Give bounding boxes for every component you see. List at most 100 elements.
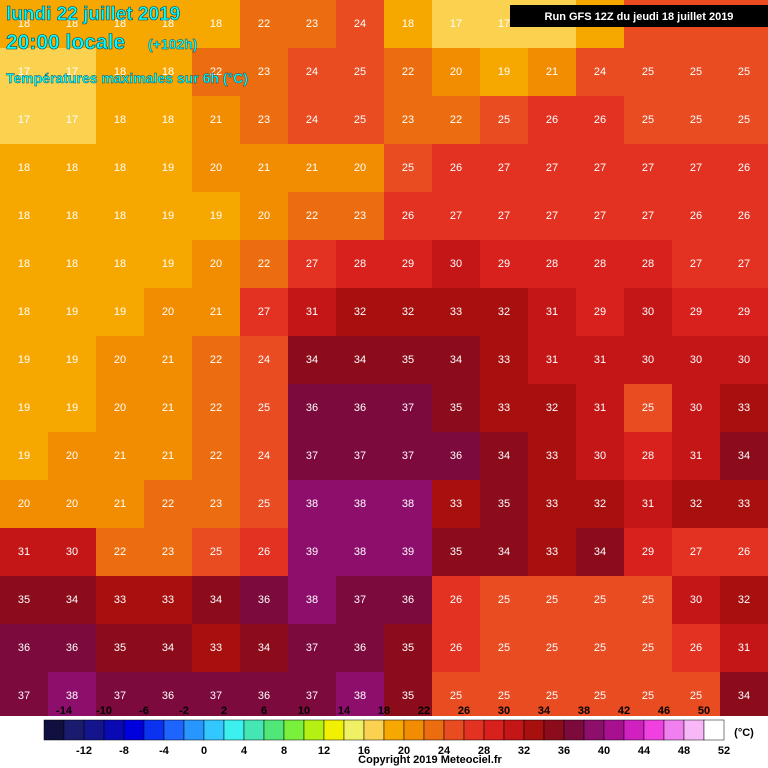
- temp-value: 34: [738, 690, 750, 702]
- temp-value: 25: [498, 114, 510, 126]
- temp-value: 19: [162, 162, 174, 174]
- temp-value: 19: [210, 210, 222, 222]
- temp-cell: [240, 480, 288, 528]
- temp-cell: [672, 384, 720, 432]
- legend-label: -14: [56, 705, 73, 717]
- temp-cell: [96, 96, 144, 144]
- temp-value: 29: [738, 306, 750, 318]
- temp-value: 18: [18, 162, 30, 174]
- temp-value: 34: [258, 642, 270, 654]
- temp-cell: [240, 0, 288, 48]
- temp-value: 19: [66, 306, 78, 318]
- temp-value: 27: [498, 162, 510, 174]
- temp-cell: [384, 624, 432, 672]
- temp-value: 30: [450, 258, 462, 270]
- temp-cell: [48, 0, 96, 48]
- temp-cell: [288, 672, 336, 720]
- temp-value: 21: [162, 450, 174, 462]
- temp-cell: [720, 576, 768, 624]
- temp-cell: [144, 96, 192, 144]
- temp-cell: [48, 192, 96, 240]
- temp-cell: [672, 576, 720, 624]
- temp-value: 34: [210, 594, 222, 606]
- legend-label: 26: [458, 705, 470, 717]
- temp-cell: [528, 528, 576, 576]
- temp-cell: [720, 96, 768, 144]
- temp-cell: [96, 432, 144, 480]
- temp-cell: [336, 144, 384, 192]
- temp-value: 18: [66, 162, 78, 174]
- temp-value: 25: [738, 114, 750, 126]
- temp-cell: [624, 192, 672, 240]
- temp-value: 27: [306, 258, 318, 270]
- temp-cell: [192, 576, 240, 624]
- temp-value: 20: [258, 210, 270, 222]
- temp-cell: [0, 432, 48, 480]
- temp-cell: [240, 576, 288, 624]
- temp-cell: [0, 336, 48, 384]
- temp-value: 31: [594, 354, 606, 366]
- temp-value: 33: [738, 498, 750, 510]
- temp-value: 27: [546, 210, 558, 222]
- temp-cell: [96, 624, 144, 672]
- temp-value: 26: [594, 114, 606, 126]
- temp-cell: [576, 480, 624, 528]
- temp-cell: [528, 624, 576, 672]
- temp-cell: [240, 336, 288, 384]
- temp-cell: [432, 336, 480, 384]
- temp-cell: [576, 48, 624, 96]
- legend-label: 10: [298, 705, 310, 717]
- temperature-grid: 18 18 18 18 18 22 23 24 18 17 17 17 18 25 25 25 17 17 18 18…: [0, 0, 768, 720]
- legend-swatch: [703, 719, 725, 741]
- temp-value: 30: [642, 354, 654, 366]
- temp-value: 38: [354, 546, 366, 558]
- temp-cell: [576, 192, 624, 240]
- legend-swatch: [223, 719, 245, 741]
- temp-value: 37: [354, 594, 366, 606]
- temp-cell: [288, 192, 336, 240]
- temp-cell: [48, 528, 96, 576]
- temp-value: 28: [354, 258, 366, 270]
- temp-cell: [480, 672, 528, 720]
- temp-cell: [288, 480, 336, 528]
- temp-value: 25: [210, 546, 222, 558]
- temp-cell: [144, 624, 192, 672]
- temp-value: 17: [66, 66, 78, 78]
- temp-value: 20: [210, 258, 222, 270]
- temp-cell: [432, 432, 480, 480]
- temp-value: 23: [354, 210, 366, 222]
- temp-value: 22: [402, 66, 414, 78]
- temp-value: 29: [690, 306, 702, 318]
- temp-cell: [672, 528, 720, 576]
- temp-cell: [192, 192, 240, 240]
- temp-cell: [192, 384, 240, 432]
- temp-value: 36: [162, 690, 174, 702]
- temp-value: 36: [402, 594, 414, 606]
- temp-value: 18: [162, 66, 174, 78]
- temp-cell: [384, 528, 432, 576]
- temp-value: 25: [546, 642, 558, 654]
- temp-value: 18: [114, 162, 126, 174]
- temp-value: 27: [690, 546, 702, 558]
- temp-value: 22: [162, 498, 174, 510]
- temp-cell: [432, 480, 480, 528]
- temp-value: 26: [738, 210, 750, 222]
- temp-value: 30: [738, 354, 750, 366]
- temp-cell: [336, 336, 384, 384]
- temp-value: 34: [162, 642, 174, 654]
- temp-cell: [192, 96, 240, 144]
- temp-cell: [192, 336, 240, 384]
- temp-cell: [528, 336, 576, 384]
- temp-value: 26: [690, 642, 702, 654]
- legend-label: 22: [418, 705, 430, 717]
- temp-cell: [720, 192, 768, 240]
- temp-value: 22: [210, 402, 222, 414]
- temp-cell: [96, 576, 144, 624]
- temp-value: 36: [258, 690, 270, 702]
- temp-cell: [144, 336, 192, 384]
- temp-cell: [288, 624, 336, 672]
- temp-cell: [624, 624, 672, 672]
- temp-value: 23: [402, 114, 414, 126]
- temp-value: 34: [594, 546, 606, 558]
- temp-cell: [528, 576, 576, 624]
